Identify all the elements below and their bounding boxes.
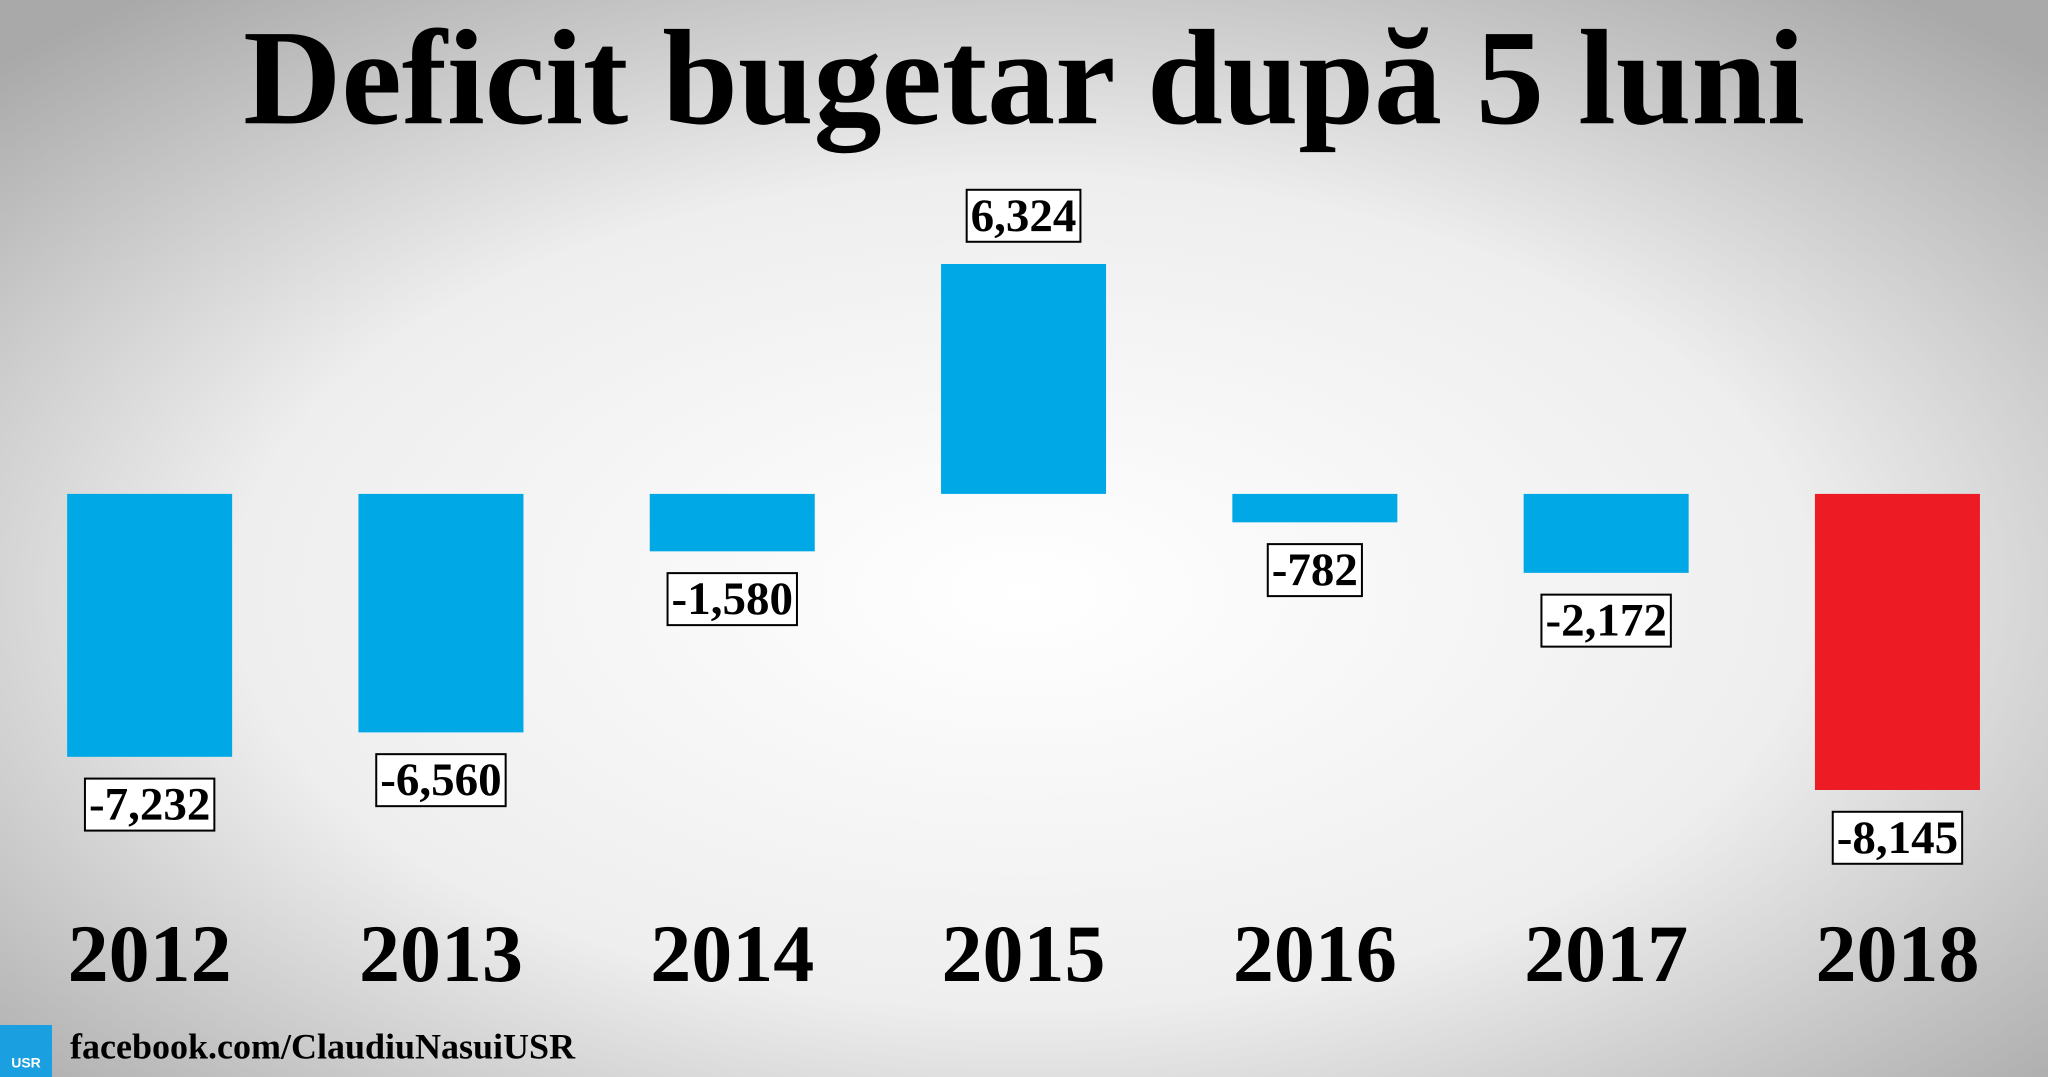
value-label: -8,145	[1837, 812, 1958, 864]
bar	[1814, 493, 1980, 790]
value-label-box	[375, 753, 507, 808]
value-label: -6,560	[380, 754, 501, 806]
x-tick-label: 2015	[942, 908, 1106, 999]
x-tick-label: 2016	[1233, 908, 1397, 999]
value-label-box	[1266, 543, 1363, 598]
value-label-group: 6,324	[965, 188, 1082, 243]
value-label-box	[83, 777, 216, 832]
value-label-group: -7,232	[83, 777, 216, 832]
value-label: -2,172	[1545, 595, 1666, 647]
bar	[941, 264, 1107, 494]
value-label-group: -8,145	[1831, 810, 1964, 865]
logo: USR	[0, 1025, 52, 1077]
x-tick-label: 2013	[359, 908, 523, 999]
value-label-box	[965, 188, 1082, 243]
value-label-group: -2,172	[1540, 593, 1672, 648]
value-label-box	[1540, 593, 1672, 648]
x-tick-label: 2018	[1815, 908, 1979, 999]
value-label-group: -6,560	[375, 753, 507, 808]
logo-box	[0, 1025, 52, 1077]
chart-title: Deficit bugetar după 5 luni	[243, 3, 1805, 153]
value-label: -7,232	[89, 779, 210, 831]
value-label: -1,580	[672, 573, 793, 625]
footer-text: facebook.com/ClaudiuNasuiUSR	[70, 1026, 576, 1066]
value-label-box	[666, 572, 798, 627]
x-tick-label: 2012	[68, 908, 232, 999]
bar	[1232, 493, 1398, 523]
x-tick-label: 2017	[1524, 908, 1688, 999]
value-label-box	[1831, 810, 1964, 865]
bar	[358, 493, 524, 733]
logo-text: USR	[11, 1055, 41, 1071]
bar	[649, 493, 815, 552]
value-label-group: -1,580	[666, 572, 798, 627]
value-label-group: -782	[1266, 543, 1363, 598]
bar	[67, 493, 233, 757]
bar	[1523, 493, 1689, 573]
value-label: -782	[1272, 544, 1358, 596]
x-tick-label: 2014	[650, 908, 814, 999]
plot: -7,232 2012 -6,560 2013 -1,580 2014 6,324 2015 -…	[67, 188, 1980, 999]
value-label: 6,324	[971, 190, 1077, 242]
